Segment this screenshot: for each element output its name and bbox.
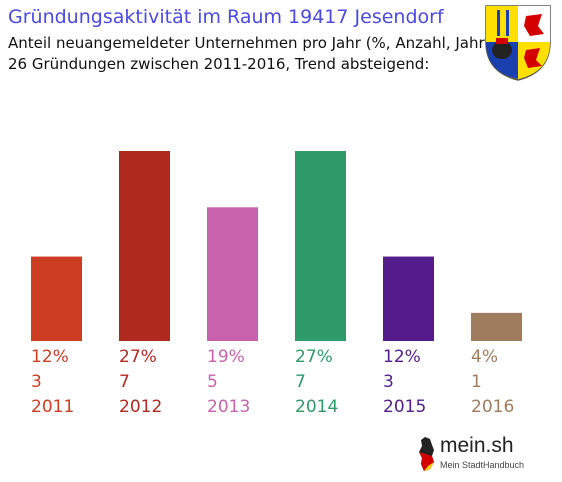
count-label-2012: 7 <box>119 372 130 392</box>
bar-2016 <box>471 312 522 341</box>
logo-name: mein.sh <box>440 434 514 457</box>
count-label-2015: 3 <box>383 372 394 392</box>
percent-label-2012: 27% <box>119 347 157 367</box>
percent-label-2014: 27% <box>295 347 333 367</box>
percent-label-2015: 12% <box>383 347 421 367</box>
chart-title: Gründungsaktivität im Raum 19417 Jesendo… <box>8 6 444 28</box>
bar-2015 <box>383 256 434 341</box>
count-label-2014: 7 <box>295 372 306 392</box>
count-label-2013: 5 <box>207 372 218 392</box>
logo-tagline: Mein StadtHandbuch <box>440 460 525 470</box>
bar-2011 <box>31 256 82 341</box>
coat-of-arms-icon <box>485 5 551 81</box>
bar-2014 <box>295 151 346 341</box>
chart-subtitle-line1: Anteil neuangemeldeter Unternehmen pro J… <box>8 34 491 52</box>
count-label-2011: 3 <box>31 372 42 392</box>
chart-subtitle-line2: 26 Gründungen zwischen 2011-2016, Trend … <box>8 55 430 73</box>
germany-map-icon <box>419 437 434 471</box>
count-label-2016: 1 <box>471 372 482 392</box>
percent-label-2016: 4% <box>471 347 498 367</box>
year-label-2011: 2011 <box>31 397 75 417</box>
year-label-2014: 2014 <box>295 397 339 417</box>
percent-label-2013: 19% <box>207 347 245 367</box>
bar-2012 <box>119 151 170 341</box>
bar-2013 <box>207 207 258 341</box>
year-label-2012: 2012 <box>119 397 163 417</box>
year-label-2013: 2013 <box>207 397 251 417</box>
year-label-2015: 2015 <box>383 397 427 417</box>
mein-sh-logo: mein.sh Mein StadtHandbuch <box>414 432 534 476</box>
year-label-2016: 2016 <box>471 397 515 417</box>
percent-label-2011: 12% <box>31 347 69 367</box>
